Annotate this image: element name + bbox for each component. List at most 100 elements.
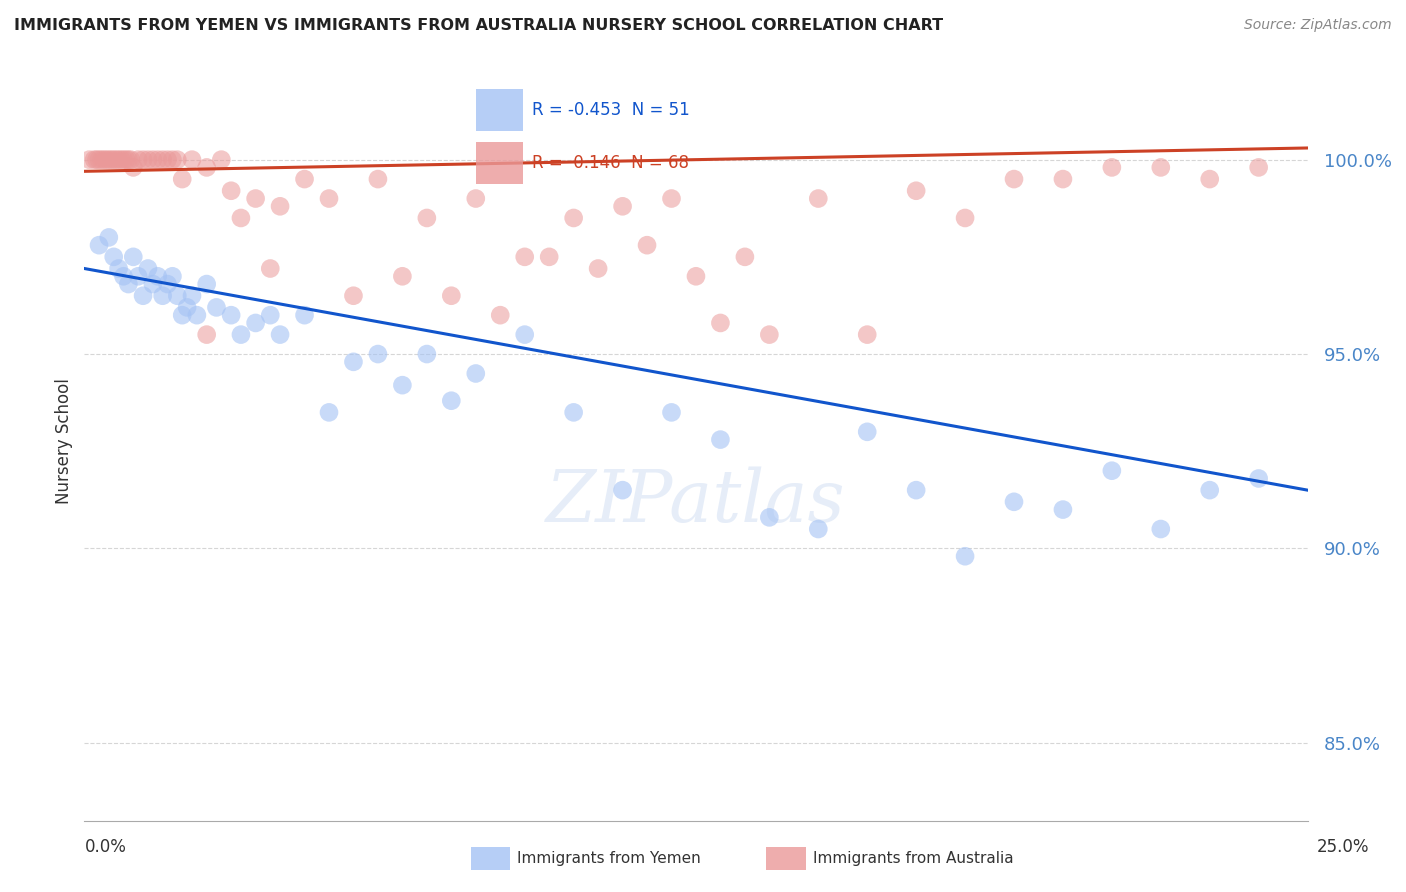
Point [132, 153, 155, 167]
Point [156, 153, 179, 167]
Point [166, 289, 188, 303]
Point [219, 308, 242, 322]
Point [661, 405, 683, 419]
Point [219, 184, 242, 198]
Point [132, 289, 155, 303]
Point [1002, 495, 1025, 509]
Point [367, 172, 389, 186]
Point [259, 308, 281, 322]
Point [953, 211, 976, 225]
Point [318, 405, 340, 419]
Point [489, 308, 512, 322]
Text: Immigrants from Yemen: Immigrants from Yemen [517, 851, 702, 866]
Point [636, 238, 658, 252]
Point [513, 327, 536, 342]
Point [176, 301, 198, 315]
Point [269, 199, 291, 213]
Point [342, 289, 364, 303]
Text: Source: ZipAtlas.com: Source: ZipAtlas.com [1244, 18, 1392, 32]
Point [685, 269, 707, 284]
Point [709, 433, 731, 447]
Point [103, 250, 125, 264]
Point [86, 153, 108, 167]
Point [612, 483, 634, 497]
Point [127, 269, 149, 284]
Point [1247, 471, 1270, 485]
Point [103, 153, 125, 167]
Point [1052, 502, 1074, 516]
Point [1150, 522, 1173, 536]
Point [136, 153, 159, 167]
Point [709, 316, 731, 330]
Point [905, 483, 928, 497]
Point [152, 153, 174, 167]
Point [612, 199, 634, 213]
Text: IMMIGRANTS FROM YEMEN VS IMMIGRANTS FROM AUSTRALIA NURSERY SCHOOL CORRELATION CH: IMMIGRANTS FROM YEMEN VS IMMIGRANTS FROM… [14, 18, 943, 33]
Point [152, 289, 174, 303]
Point [259, 261, 281, 276]
Text: 0.0%: 0.0% [84, 838, 127, 855]
Point [146, 269, 169, 284]
Point [905, 184, 928, 198]
Point [120, 153, 142, 167]
Point [87, 238, 110, 252]
Point [538, 250, 561, 264]
Point [1002, 172, 1025, 186]
Point [195, 277, 218, 291]
Point [117, 277, 139, 291]
Point [107, 153, 129, 167]
Point [83, 153, 105, 167]
Point [97, 230, 120, 244]
Point [181, 289, 204, 303]
Point [107, 261, 129, 276]
Point [195, 327, 218, 342]
Point [269, 327, 291, 342]
Point [807, 192, 830, 206]
Point [440, 289, 463, 303]
Point [758, 327, 780, 342]
Point [162, 269, 184, 284]
Point [1198, 172, 1220, 186]
Point [1150, 161, 1173, 175]
Point [93, 153, 115, 167]
Point [734, 250, 756, 264]
Point [856, 425, 879, 439]
Point [100, 153, 122, 167]
Point [110, 153, 132, 167]
Point [342, 355, 364, 369]
Point [245, 192, 267, 206]
Point [181, 153, 204, 167]
Point [318, 192, 340, 206]
Point [166, 153, 188, 167]
Point [562, 405, 585, 419]
Point [758, 510, 780, 524]
Point [464, 192, 486, 206]
Text: Immigrants from Australia: Immigrants from Australia [813, 851, 1014, 866]
Point [294, 308, 316, 322]
Point [142, 277, 165, 291]
Point [1052, 172, 1074, 186]
Point [142, 153, 165, 167]
Point [1198, 483, 1220, 497]
Point [1247, 161, 1270, 175]
Point [112, 269, 135, 284]
Point [367, 347, 389, 361]
Point [391, 378, 413, 392]
Point [513, 250, 536, 264]
Point [146, 153, 169, 167]
Point [807, 522, 830, 536]
Point [229, 211, 252, 225]
Point [464, 367, 486, 381]
Point [115, 153, 138, 167]
Point [156, 277, 179, 291]
Point [172, 172, 194, 186]
Text: ZIPatlas: ZIPatlas [546, 467, 846, 538]
Point [122, 250, 145, 264]
Point [391, 269, 413, 284]
Point [586, 261, 609, 276]
Point [172, 308, 194, 322]
Point [205, 301, 228, 315]
Point [97, 153, 120, 167]
Point [96, 153, 118, 167]
Point [416, 211, 439, 225]
